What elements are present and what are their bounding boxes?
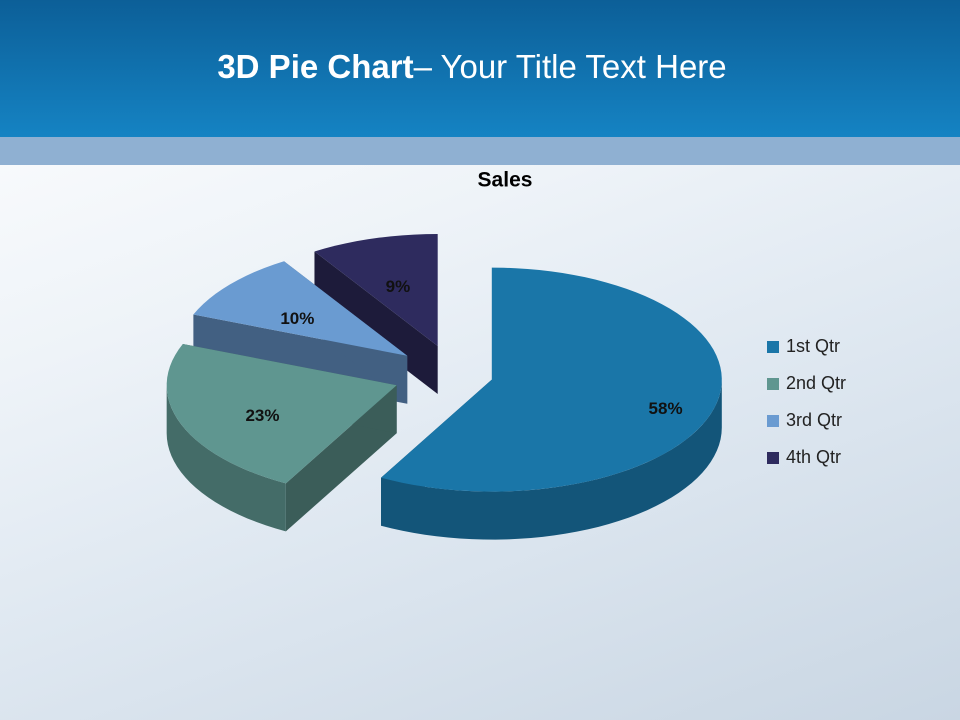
title-rest: – Your Title Text Here xyxy=(413,48,727,85)
slice-top xyxy=(193,261,408,356)
data-label: 9% xyxy=(386,277,411,296)
header-bar xyxy=(0,0,960,137)
legend-swatch xyxy=(767,415,779,427)
slice-top xyxy=(314,234,438,347)
chart-title: Sales xyxy=(478,169,533,192)
legend-swatch xyxy=(767,378,779,390)
data-label: 58% xyxy=(649,399,683,418)
legend-swatch xyxy=(767,341,779,353)
slide-title: 3D Pie Chart– Your Title Text Here xyxy=(0,48,944,86)
data-label: 10% xyxy=(280,309,314,328)
slice xyxy=(166,343,397,532)
slice-wall xyxy=(381,379,722,540)
legend-label: 4th Qtr xyxy=(786,447,841,467)
legend-label: 3rd Qtr xyxy=(786,410,842,430)
slice xyxy=(381,267,722,540)
data-label: 23% xyxy=(245,406,279,425)
slice-wall xyxy=(166,385,286,532)
slice-top xyxy=(381,267,722,492)
slice-top xyxy=(166,343,397,484)
legend-swatch xyxy=(767,452,779,464)
legend-label: 1st Qtr xyxy=(786,336,840,356)
legend-label: 2nd Qtr xyxy=(786,373,846,393)
title-bold: 3D Pie Chart xyxy=(217,48,414,85)
header-band xyxy=(0,137,960,165)
